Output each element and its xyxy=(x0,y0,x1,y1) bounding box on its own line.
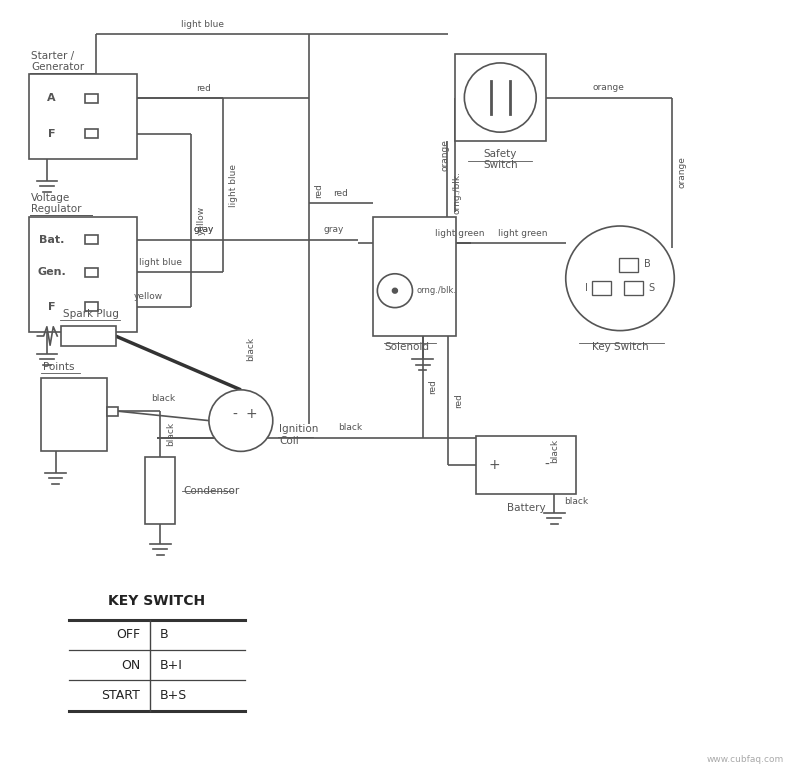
Text: Gen.: Gen. xyxy=(38,267,66,277)
Text: black: black xyxy=(339,423,363,432)
Text: orange: orange xyxy=(441,139,449,171)
Circle shape xyxy=(566,226,674,330)
Text: light green: light green xyxy=(435,229,485,238)
Bar xyxy=(592,281,611,295)
Text: orng./blk.: orng./blk. xyxy=(417,286,457,295)
Text: S: S xyxy=(649,283,655,293)
Text: Coil: Coil xyxy=(280,436,299,446)
Text: Battery: Battery xyxy=(507,503,545,513)
Text: Safety: Safety xyxy=(484,149,517,159)
Bar xyxy=(86,93,99,103)
Text: black: black xyxy=(167,422,175,446)
Text: B+S: B+S xyxy=(159,689,187,702)
Bar xyxy=(61,326,115,346)
Bar xyxy=(42,378,107,452)
Text: yellow: yellow xyxy=(135,293,163,301)
Text: black: black xyxy=(549,439,559,463)
Bar xyxy=(86,235,99,245)
Text: -: - xyxy=(544,458,549,472)
Text: Starter /: Starter / xyxy=(31,51,74,61)
Bar xyxy=(107,407,118,416)
Text: Key Switch: Key Switch xyxy=(592,342,648,352)
Text: F: F xyxy=(48,302,55,312)
Bar xyxy=(86,268,99,277)
Bar xyxy=(30,217,137,332)
Text: Regulator: Regulator xyxy=(31,205,82,215)
Bar xyxy=(619,259,638,273)
Text: Bat.: Bat. xyxy=(39,235,64,245)
Bar xyxy=(145,457,175,524)
Text: START: START xyxy=(102,689,140,702)
Text: Generator: Generator xyxy=(31,63,84,72)
Text: orange: orange xyxy=(593,83,625,92)
Text: light blue: light blue xyxy=(229,164,238,207)
Text: Points: Points xyxy=(43,362,74,372)
Text: red: red xyxy=(196,84,211,93)
Circle shape xyxy=(377,274,413,307)
Bar xyxy=(86,302,99,311)
Bar xyxy=(455,54,545,141)
Text: orange: orange xyxy=(678,157,686,188)
Text: Voltage: Voltage xyxy=(31,193,70,203)
Text: OFF: OFF xyxy=(116,628,140,642)
Text: gray: gray xyxy=(193,225,214,235)
Text: red: red xyxy=(333,188,348,198)
Text: -: - xyxy=(232,408,237,422)
Text: Ignition: Ignition xyxy=(280,425,319,435)
Bar xyxy=(372,217,457,336)
Text: yellow: yellow xyxy=(197,205,206,235)
Text: red: red xyxy=(454,393,463,408)
Text: black: black xyxy=(151,394,175,404)
Text: light blue: light blue xyxy=(181,20,224,29)
Text: light green: light green xyxy=(498,229,548,238)
Circle shape xyxy=(392,289,397,293)
Text: black: black xyxy=(564,497,588,506)
Circle shape xyxy=(209,390,273,452)
Text: Condensor: Condensor xyxy=(183,486,239,496)
Text: light blue: light blue xyxy=(139,258,182,267)
Text: F: F xyxy=(48,129,55,139)
Text: B: B xyxy=(159,628,168,642)
Text: red: red xyxy=(314,184,324,198)
Text: gray: gray xyxy=(193,225,214,235)
Text: red: red xyxy=(428,379,437,394)
Bar xyxy=(477,436,576,493)
Circle shape xyxy=(465,63,536,132)
Text: orng./blk.: orng./blk. xyxy=(453,171,461,214)
Text: Solenoid: Solenoid xyxy=(384,342,429,352)
Text: B: B xyxy=(644,259,650,269)
Text: A: A xyxy=(47,93,56,103)
Text: black: black xyxy=(247,337,256,361)
Bar xyxy=(624,281,643,295)
Text: Spark Plug: Spark Plug xyxy=(62,309,119,319)
Text: +: + xyxy=(488,458,500,472)
Text: I: I xyxy=(586,283,588,293)
Text: KEY SWITCH: KEY SWITCH xyxy=(108,594,206,608)
Text: Switch: Switch xyxy=(483,160,517,170)
Text: B+I: B+I xyxy=(159,659,183,672)
Bar xyxy=(86,129,99,138)
Text: ON: ON xyxy=(121,659,140,672)
Text: +: + xyxy=(245,408,257,422)
Text: www.cubfaq.com: www.cubfaq.com xyxy=(706,756,783,764)
Text: gray: gray xyxy=(324,225,344,235)
Bar xyxy=(30,74,137,159)
